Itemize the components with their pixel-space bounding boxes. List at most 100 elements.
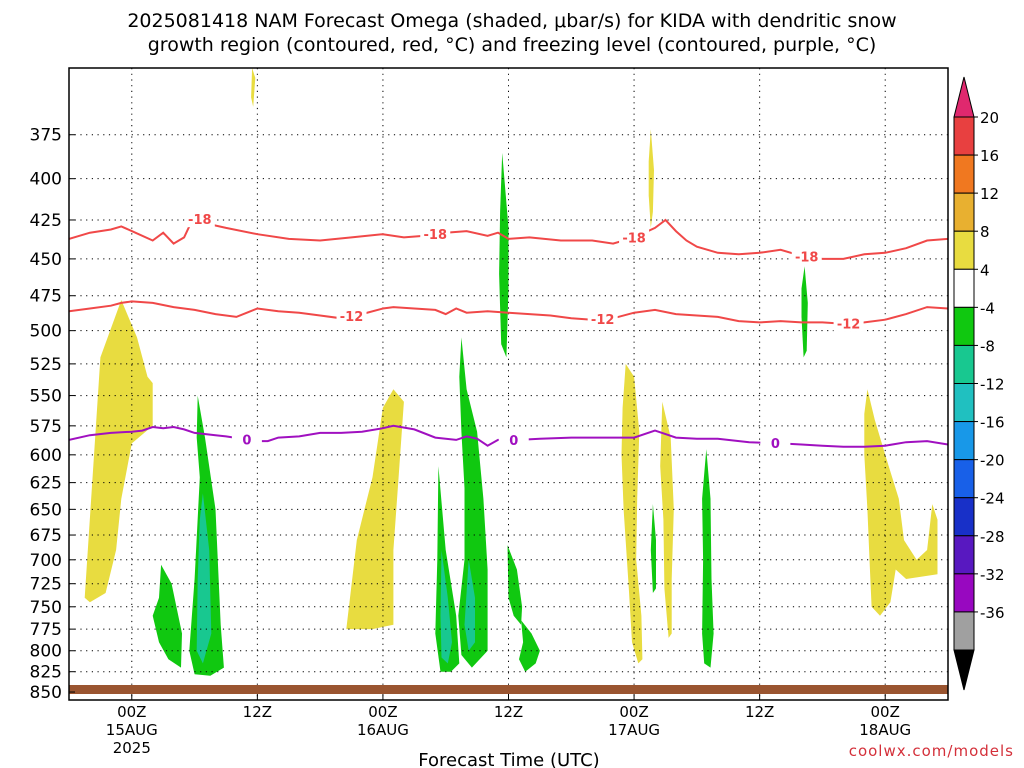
x-tick-label-42: 12Z [494,703,523,721]
contour-line--18 [69,213,948,260]
contour-label-0: 0 [242,434,251,449]
y-tick-label-550: 550 [30,387,62,407]
colorbar-label-6: -8 [980,337,995,355]
x-tick-label-30: 00Z [368,703,397,721]
contour-line-0 [69,424,948,448]
y-tick-label-425: 425 [30,211,62,231]
x-axis-label: Forecast Time (UTC) [418,750,599,768]
omega-shaded-region-20 [251,68,256,107]
contour-label-bg [791,248,822,265]
colorbar-segment-4 [953,230,975,270]
colorbar-segment-8 [953,383,975,423]
colorbar-segment-6 [953,306,975,346]
chart-title-line-2: growth region (contoured, red, °C) and f… [147,34,877,56]
omega-shaded-region-11 [507,545,523,625]
y-tick-label-575: 575 [30,417,62,437]
colorbar-label-0: 20 [980,109,999,127]
colorbar-label-2: 12 [980,185,999,203]
omega-shaded-region-10 [499,152,509,358]
x-tick-date-78: 18AUG [859,721,911,739]
chart-title-line-1: 2025081418 NAM Forecast Omega (shaded, μ… [127,10,897,32]
x-tick-label-54: 00Z [619,703,648,721]
colorbar-label-7: -12 [980,376,1005,394]
colorbar-label-12: -32 [980,566,1005,584]
omega-shaded-region-14 [660,401,674,638]
colorbar-label-8: -16 [980,414,1005,432]
colorbar-label-3: 8 [980,223,990,241]
colorbar-segment-13 [953,573,975,613]
y-tick-label-450: 450 [30,250,62,270]
colorbar-segment-5 [953,268,975,308]
contour-label-bg [420,226,451,243]
y-tick-label-525: 525 [30,355,62,375]
contour-label--18: -18 [188,213,212,228]
contour-label--18: -18 [795,251,819,266]
colorbar-segment-2 [953,154,975,194]
colorbar-segment-10 [953,459,975,499]
contour-label-bg [587,310,618,327]
y-tick-label-850: 850 [30,683,62,703]
contour-label-bg [619,229,650,246]
omega-shaded-region-13 [621,363,643,664]
omega-shaded-region-9 [464,559,475,651]
x-tick-date-30: 16AUG [357,721,409,739]
omega-shaded-region-12 [519,620,540,672]
x-tick-label-18: 12Z [243,703,272,721]
omega-shaded-region-6 [458,337,488,668]
colorbar-label-9: -20 [980,452,1005,470]
x-tick-label-6: 00Z [117,703,146,721]
colorbar-top-arrow [953,76,975,118]
colorbar-segment-7 [953,344,975,384]
colorbar-label-1: 16 [980,147,999,165]
x-tick-date-54: 17AUG [608,721,660,739]
colorbar-label-5: -4 [980,299,995,317]
colorbar-label-13: -36 [980,604,1005,622]
contour-label-bg [760,435,791,452]
y-tick-label-600: 600 [30,446,62,466]
omega-shaded-region-5 [346,389,404,630]
y-tick-label-800: 800 [30,642,62,662]
contour-label-0: 0 [771,437,780,452]
contour-label-bg [498,431,529,448]
colorbar-segment-3 [953,192,975,232]
omega-shaded-region-1 [84,300,153,603]
contour-label-bg [833,315,864,332]
x-tick-year-6: 2025 [113,739,151,757]
colorbar-label-11: -28 [980,528,1005,546]
x-tick-label-66: 12Z [745,703,774,721]
y-tick-label-750: 750 [30,598,62,618]
contour-label--12: -12 [591,313,615,328]
omega-shaded-region-17 [650,504,656,593]
contour-label--18: -18 [622,231,646,246]
y-tick-label-475: 475 [30,287,62,307]
y-tick-label-825: 825 [30,663,62,683]
contour-label--12: -12 [837,317,861,332]
colorbar-label-4: 4 [980,261,990,279]
colorbar-segment-12 [953,535,975,575]
surface-ground-band [69,685,948,694]
colorbar-segment-9 [953,421,975,461]
omega-shaded-region-19 [864,389,938,616]
y-tick-label-775: 775 [30,620,62,640]
omega-shaded-region-16 [702,449,714,668]
y-tick-label-700: 700 [30,551,62,571]
colorbar-segment-1 [953,116,975,156]
omega-shaded-region-3 [196,493,212,664]
x-tick-date-6: 15AUG [106,721,158,739]
y-tick-label-500: 500 [30,322,62,342]
y-tick-label-725: 725 [30,575,62,595]
contour-label-bg [336,308,367,325]
y-tick-label-375: 375 [30,126,62,146]
colorbar-segment-11 [953,497,975,537]
contour-label-bg [184,211,215,228]
contour-label--18: -18 [424,228,448,243]
credit-link[interactable]: coolwx.com/models [848,742,1014,760]
colorbar-bottom-arrow [953,649,975,691]
omega-shaded-region-18 [801,266,808,358]
y-tick-label-400: 400 [30,170,62,190]
omega-shaded-region-4 [152,564,182,668]
y-tick-label-625: 625 [30,474,62,494]
colorbar-segment-14 [953,611,975,651]
y-tick-label-650: 650 [30,500,62,520]
